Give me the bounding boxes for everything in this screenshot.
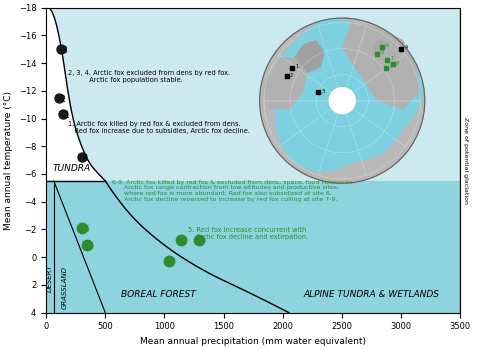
Polygon shape xyxy=(46,8,105,181)
Text: 3: 3 xyxy=(62,46,67,55)
Text: 9: 9 xyxy=(200,237,205,246)
Y-axis label: Mean annual temperature (°C): Mean annual temperature (°C) xyxy=(4,91,13,230)
Text: 8: 8 xyxy=(171,258,175,267)
Text: 6-9. Arctic fox killed by red fox & excluded from dens, space, food resources.
 : 6-9. Arctic fox killed by red fox & excl… xyxy=(112,180,354,202)
Polygon shape xyxy=(46,8,461,313)
Text: 7: 7 xyxy=(183,237,188,246)
Text: DESERT: DESERT xyxy=(47,264,53,292)
Text: BOREAL FOREST: BOREAL FOREST xyxy=(121,290,196,299)
Text: 2, 3, 4. Arctic fox excluded from dens by red fox.
          Arctic fox populati: 2, 3, 4. Arctic fox excluded from dens b… xyxy=(68,70,230,83)
Text: 5: 5 xyxy=(84,225,89,234)
Text: 1. Arctic fox killed by red fox & excluded from dens.
   Red fox increase due to: 1. Arctic fox killed by red fox & exclud… xyxy=(68,121,250,134)
Text: 2: 2 xyxy=(60,94,66,104)
Polygon shape xyxy=(46,8,461,181)
Text: 1: 1 xyxy=(64,111,69,120)
Text: 4: 4 xyxy=(83,154,88,163)
X-axis label: Mean annual precipitation (mm water equivalent): Mean annual precipitation (mm water equi… xyxy=(140,337,366,346)
Text: 6: 6 xyxy=(88,241,94,251)
Text: ALPINE TUNDRA & WETLANDS: ALPINE TUNDRA & WETLANDS xyxy=(304,290,440,299)
Text: GRASSLAND: GRASSLAND xyxy=(62,266,68,309)
Text: Zone of potential glaciation: Zone of potential glaciation xyxy=(462,117,468,204)
Text: 5. Red fox increase concurrent with
    Arctic fox decline and extirpation.: 5. Red fox increase concurrent with Arct… xyxy=(186,227,308,240)
Text: TUNDRA: TUNDRA xyxy=(53,164,91,173)
